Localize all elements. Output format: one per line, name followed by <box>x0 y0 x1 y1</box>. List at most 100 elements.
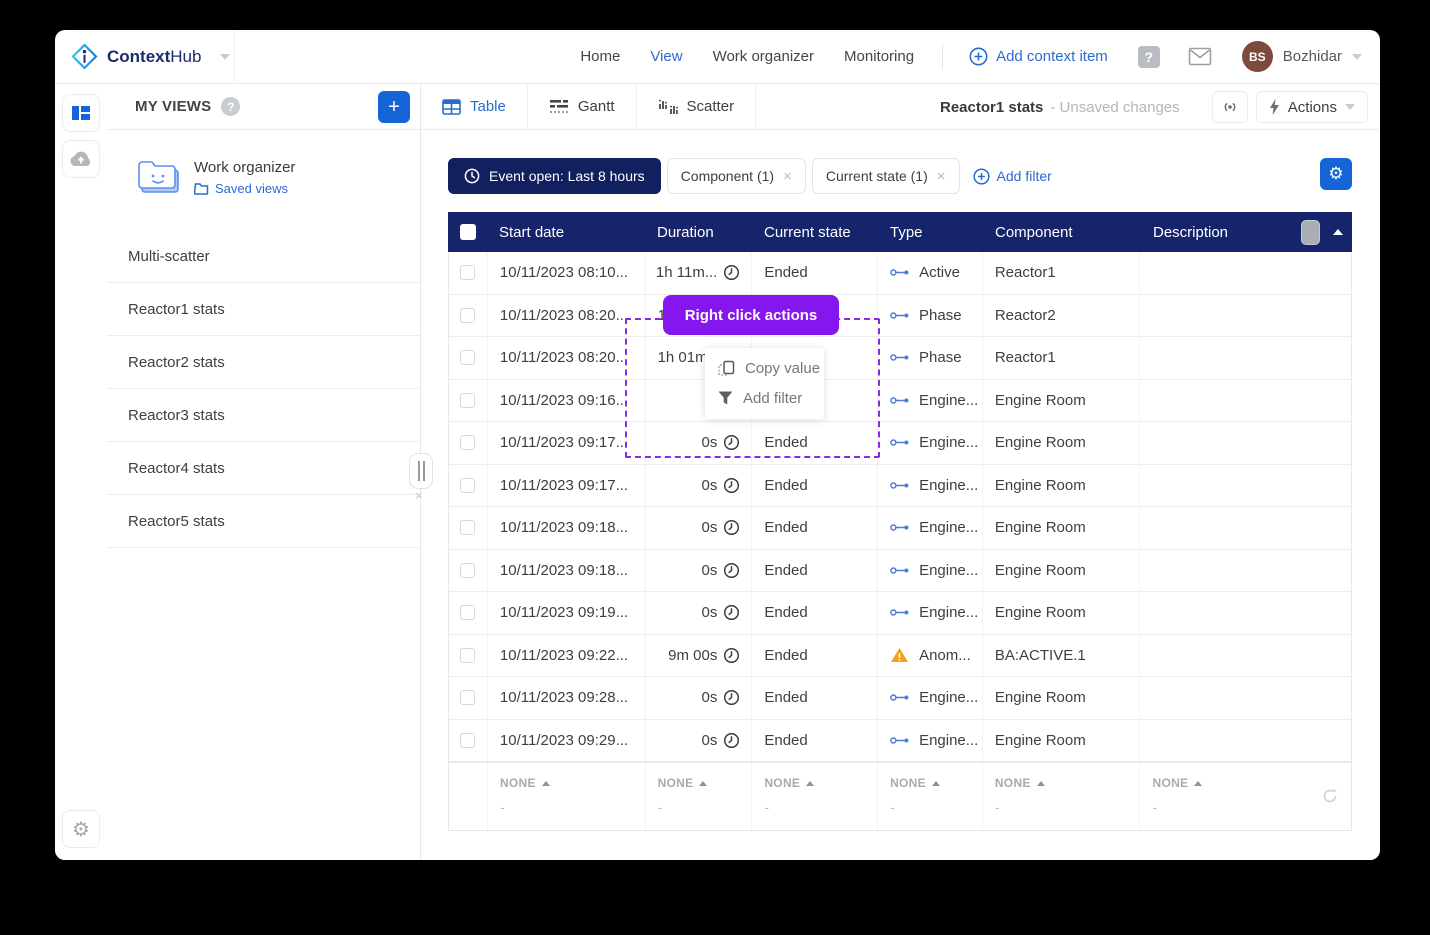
nav-link-home[interactable]: Home <box>580 48 621 65</box>
row-checkbox[interactable] <box>460 265 476 281</box>
row-checkbox[interactable] <box>460 690 476 706</box>
column-header-component[interactable]: Component <box>995 223 1073 241</box>
aggregate-selector[interactable]: NONE <box>500 776 645 790</box>
row-checkbox[interactable] <box>460 435 476 451</box>
column-header-current-state[interactable]: Current state <box>764 223 851 241</box>
sidebar-item-reactor5-stats[interactable]: Reactor5 stats <box>107 495 420 548</box>
clock-icon <box>724 477 740 493</box>
cell-current-state: Ended <box>752 677 879 719</box>
table-row[interactable]: 10/11/2023 09:18... 0s Ended Engine... E… <box>449 507 1351 550</box>
column-header-type[interactable]: Type <box>890 223 923 241</box>
workspace-card[interactable]: Work organizer Saved views <box>137 156 420 196</box>
cloud-upload-button[interactable] <box>62 140 100 178</box>
column-header-duration[interactable]: Duration <box>657 223 714 241</box>
row-checkbox[interactable] <box>460 562 476 578</box>
views-help-icon[interactable]: ? <box>221 97 241 116</box>
actions-button[interactable]: Actions <box>1255 91 1368 123</box>
avatar[interactable]: BS <box>1241 41 1273 72</box>
tab-scatter[interactable]: Scatter <box>637 84 757 129</box>
table-row[interactable]: 10/11/2023 09:19... 0s Ended Engine... E… <box>449 592 1351 635</box>
cell-start-date: 10/11/2023 09:29... <box>488 719 646 761</box>
table-row[interactable]: 10/11/2023 09:22... 9m 00s Ended Anom...… <box>449 634 1351 677</box>
dashboard-views-button[interactable] <box>62 94 100 132</box>
sidebar-item-reactor2-stats[interactable]: Reactor2 stats <box>107 336 420 389</box>
aggregate-selector[interactable]: NONE <box>995 776 1140 790</box>
sidebar-item-reactor1-stats[interactable]: Reactor1 stats <box>107 283 420 336</box>
user-chevron-down-icon[interactable] <box>1352 53 1362 60</box>
brand[interactable]: ContextHub <box>55 30 235 83</box>
remove-filter-icon[interactable]: × <box>936 167 946 185</box>
live-broadcast-button[interactable] <box>1211 91 1248 123</box>
current-state-filter-chip[interactable]: Current state (1) × <box>811 158 960 194</box>
sidebar: MY VIEWS ? + Work organizer Saved views <box>107 84 421 860</box>
nav-link-work-organizer[interactable]: Work organizer <box>712 48 815 65</box>
tab-table[interactable]: Table <box>421 84 528 129</box>
row-checkbox[interactable] <box>460 477 476 493</box>
settings-button[interactable]: ⚙ <box>62 810 100 848</box>
saved-views-link[interactable]: Saved views <box>194 181 295 196</box>
column-header-description[interactable]: Description <box>1141 212 1352 252</box>
aggregate-selector[interactable]: NONE <box>658 776 752 790</box>
add-filter-button[interactable]: Add filter <box>972 167 1052 185</box>
table-row[interactable]: 10/11/2023 08:10... 1h 11m... Ended Acti… <box>449 252 1351 295</box>
clock-icon <box>724 265 740 281</box>
table-row[interactable]: 10/11/2023 09:18... 0s Ended Engine... E… <box>449 549 1351 592</box>
row-checkbox[interactable] <box>460 647 476 663</box>
cell-start-date: 10/11/2023 08:20... <box>488 294 646 336</box>
table-row[interactable]: 10/11/2023 09:16... Engine... Engine Roo… <box>449 379 1351 422</box>
nav-link-view[interactable]: View <box>650 48 683 65</box>
mail-icon[interactable] <box>1188 47 1212 66</box>
table-row[interactable]: 10/11/2023 08:20... 1h 01m Phase Reactor… <box>449 337 1351 380</box>
time-filter-chip[interactable]: Event open: Last 8 hours <box>448 158 661 194</box>
aggregate-selector[interactable]: NONE <box>890 776 982 790</box>
cell-description <box>1140 592 1351 634</box>
add-context-item-button[interactable]: Add context item <box>969 47 1108 66</box>
view-toolbar: Table Gantt S <box>421 84 1380 130</box>
table-row[interactable]: 10/11/2023 09:28... 0s Ended Engine... E… <box>449 677 1351 720</box>
cell-type: Phase <box>878 294 983 336</box>
tab-gantt[interactable]: Gantt <box>528 84 637 129</box>
refresh-icon[interactable] <box>1321 787 1339 810</box>
sidebar-item-multi-scatter[interactable]: Multi-scatter <box>107 230 420 283</box>
table-row[interactable]: 10/11/2023 09:17... 0s Ended Engine... E… <box>449 464 1351 507</box>
row-checkbox[interactable] <box>460 520 476 536</box>
row-checkbox[interactable] <box>460 605 476 621</box>
scatter-icon <box>658 99 678 114</box>
sidebar-resize-handle[interactable] <box>409 453 433 489</box>
help-icon[interactable]: ? <box>1137 45 1160 68</box>
table-settings-button[interactable]: ⚙ <box>1320 158 1352 190</box>
column-header-start-date[interactable]: Start date <box>499 223 565 241</box>
aggregate-selector[interactable]: NONE <box>1152 776 1351 790</box>
component-filter-chip[interactable]: Component (1) × <box>666 158 806 194</box>
sort-asc-icon[interactable] <box>1333 229 1343 235</box>
collapse-sidebar-icon[interactable]: × <box>415 488 423 503</box>
header-scrollbar-thumb[interactable] <box>1301 220 1320 245</box>
add-view-button[interactable]: + <box>378 91 410 123</box>
select-all-checkbox[interactable] <box>459 224 476 240</box>
cell-current-state: Ended <box>752 507 879 549</box>
sidebar-item-reactor4-stats[interactable]: Reactor4 stats <box>107 442 420 495</box>
brand-chevron-down-icon[interactable] <box>220 53 231 60</box>
sort-asc-icon <box>806 780 815 786</box>
context-menu-add-filter[interactable]: Add filter <box>705 383 824 413</box>
smiley-folder-icon <box>138 161 179 193</box>
cell-type: Engine... <box>878 719 983 761</box>
remove-filter-icon[interactable]: × <box>783 167 792 185</box>
table-header: Start date Duration Current state Type C… <box>448 212 1352 252</box>
event-link-icon <box>890 524 909 531</box>
context-menu-copy-value[interactable]: Copy value <box>705 353 824 383</box>
table-row[interactable]: 10/11/2023 09:17... 0s Ended Engine... E… <box>449 422 1351 465</box>
sidebar-item-reactor3-stats[interactable]: Reactor3 stats <box>107 389 420 442</box>
row-checkbox[interactable] <box>460 350 476 366</box>
table-row[interactable]: 10/11/2023 09:29... 0s Ended Engine... E… <box>449 719 1351 762</box>
cell-start-date: 10/11/2023 09:22... <box>488 634 646 676</box>
cell-start-date: 10/11/2023 09:18... <box>488 507 646 549</box>
cell-component: Reactor1 <box>983 337 1141 379</box>
cell-current-state: Ended <box>752 634 879 676</box>
row-checkbox[interactable] <box>460 307 476 323</box>
table-row[interactable]: 10/11/2023 08:20... 1 Phase Reactor2 <box>449 294 1351 337</box>
nav-link-monitoring[interactable]: Monitoring <box>844 48 915 65</box>
aggregate-selector[interactable]: NONE <box>764 776 877 790</box>
row-checkbox[interactable] <box>460 732 476 748</box>
row-checkbox[interactable] <box>460 392 476 408</box>
